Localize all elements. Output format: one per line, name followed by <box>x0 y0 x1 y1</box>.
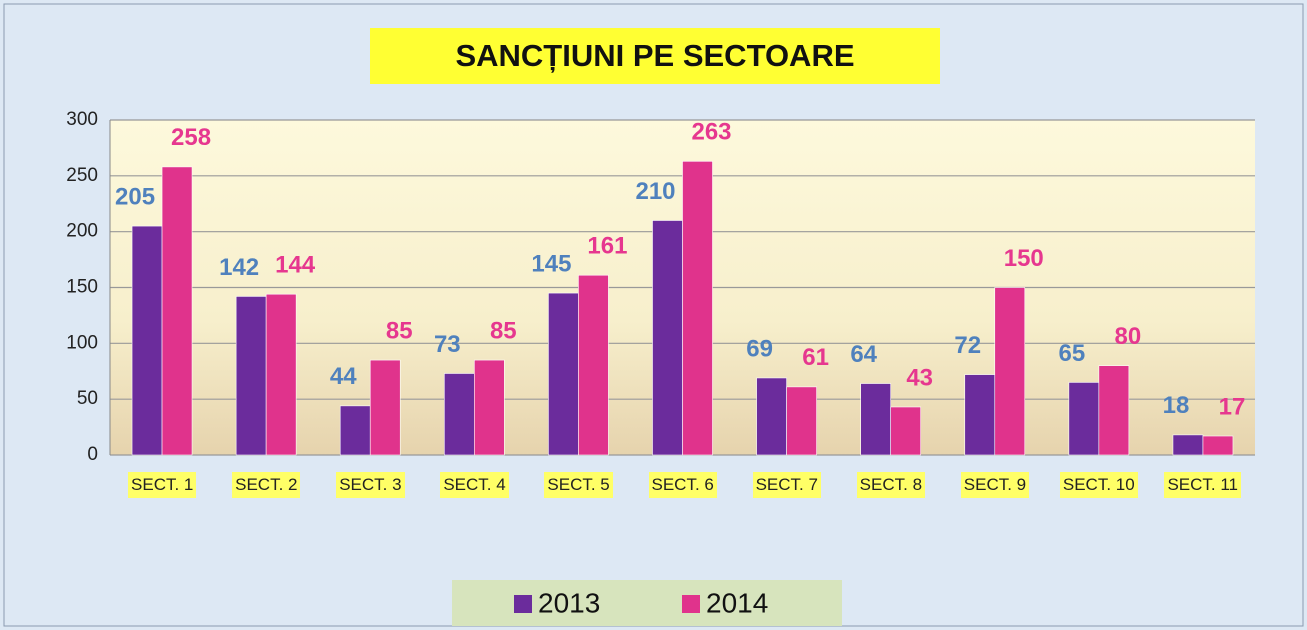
y-tick-label: 150 <box>66 277 98 298</box>
legend-swatch <box>514 595 532 613</box>
bar <box>161 166 193 456</box>
bar <box>1172 434 1204 456</box>
y-tick-label: 250 <box>66 165 98 186</box>
y-tick-label: 0 <box>87 444 98 465</box>
value-label: 65 <box>1059 340 1086 367</box>
y-tick-label: 200 <box>66 221 98 242</box>
value-label: 161 <box>587 233 627 260</box>
y-tick-label: 50 <box>77 388 98 409</box>
x-tick-label: SECT. 10 <box>1059 472 1138 498</box>
value-label: 142 <box>219 254 259 281</box>
value-label: 80 <box>1115 323 1142 350</box>
bar <box>964 374 996 456</box>
x-tick-label: SECT. 2 <box>232 472 301 498</box>
value-label: 73 <box>434 331 461 358</box>
legend-label: 2014 <box>706 587 768 618</box>
bar <box>131 225 163 456</box>
value-label: 61 <box>802 344 829 371</box>
bar <box>474 359 505 456</box>
value-label: 85 <box>386 317 413 344</box>
x-tick-label: SECT. 7 <box>752 472 821 498</box>
x-tick-label: SECT. 9 <box>960 472 1030 498</box>
bar <box>890 406 921 456</box>
value-label: 85 <box>490 317 517 344</box>
value-label: 258 <box>171 124 211 151</box>
bar <box>1068 382 1100 456</box>
value-label: 64 <box>850 341 877 368</box>
value-label: 18 <box>1163 392 1190 419</box>
bar <box>339 405 371 456</box>
x-tick-label: SECT. 11 <box>1164 472 1242 498</box>
value-label: 69 <box>746 335 773 362</box>
value-label: 44 <box>330 363 357 390</box>
value-label: 210 <box>635 178 675 205</box>
legend-box <box>452 580 842 626</box>
x-tick-label: SECT. 1 <box>128 472 197 498</box>
bar <box>578 274 609 456</box>
x-tick-label: SECT. 6 <box>648 472 717 498</box>
bar <box>444 373 475 456</box>
legend-label: 2013 <box>538 587 600 618</box>
title-box <box>370 28 940 84</box>
y-tick-label: 100 <box>66 332 98 353</box>
x-tick-label: SECT. 5 <box>544 472 613 498</box>
value-label: 205 <box>115 183 155 210</box>
bar <box>860 383 891 456</box>
bar <box>682 161 713 456</box>
bar <box>1098 365 1130 456</box>
bar <box>1202 435 1234 456</box>
value-label: 145 <box>531 250 571 277</box>
bar <box>369 359 401 456</box>
value-label: 263 <box>691 119 731 146</box>
legend-swatch <box>682 595 700 613</box>
bar <box>235 296 267 456</box>
x-tick-label: SECT. 8 <box>856 472 926 498</box>
value-label: 17 <box>1219 393 1246 420</box>
x-tick-label: SECT. 4 <box>440 472 509 498</box>
bar <box>994 287 1026 456</box>
bar <box>548 292 579 456</box>
bar <box>265 293 297 456</box>
value-label: 43 <box>906 364 933 391</box>
chart-title: SANCȚIUNI PE SECTOARE <box>455 38 854 73</box>
bar <box>652 220 683 456</box>
x-tick-label: SECT. 3 <box>336 472 405 498</box>
bar <box>756 377 787 456</box>
bar <box>786 386 817 456</box>
value-label: 144 <box>275 252 316 279</box>
y-tick-label: 300 <box>66 109 98 130</box>
value-label: 150 <box>1004 245 1044 272</box>
value-label: 72 <box>954 332 981 359</box>
